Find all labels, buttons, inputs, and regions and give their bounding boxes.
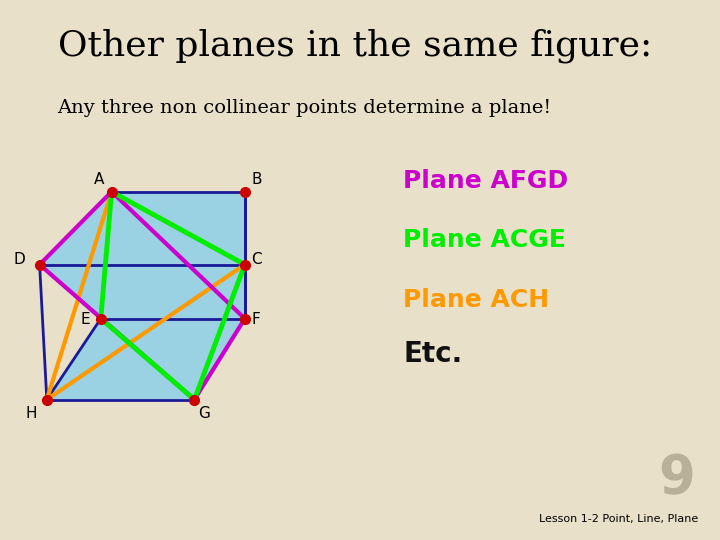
Text: Any three non collinear points determine a plane!: Any three non collinear points determine…: [58, 99, 552, 117]
Text: Etc.: Etc.: [403, 340, 462, 368]
Text: F: F: [252, 312, 261, 327]
Polygon shape: [40, 265, 245, 319]
Text: Other planes in the same figure:: Other planes in the same figure:: [58, 29, 652, 63]
Text: B: B: [251, 172, 261, 187]
Polygon shape: [40, 192, 245, 265]
Text: Plane AFGD: Plane AFGD: [403, 169, 568, 193]
Text: D: D: [14, 252, 25, 267]
Text: 9: 9: [658, 452, 695, 504]
Text: Lesson 1-2 Point, Line, Plane: Lesson 1-2 Point, Line, Plane: [539, 515, 698, 524]
Text: A: A: [94, 172, 104, 187]
Text: G: G: [199, 406, 210, 421]
Text: H: H: [25, 406, 37, 421]
Text: Plane ACH: Plane ACH: [403, 288, 549, 312]
Text: Plane ACGE: Plane ACGE: [403, 228, 566, 252]
Text: E: E: [80, 312, 90, 327]
Polygon shape: [47, 319, 245, 400]
Text: C: C: [251, 252, 261, 267]
